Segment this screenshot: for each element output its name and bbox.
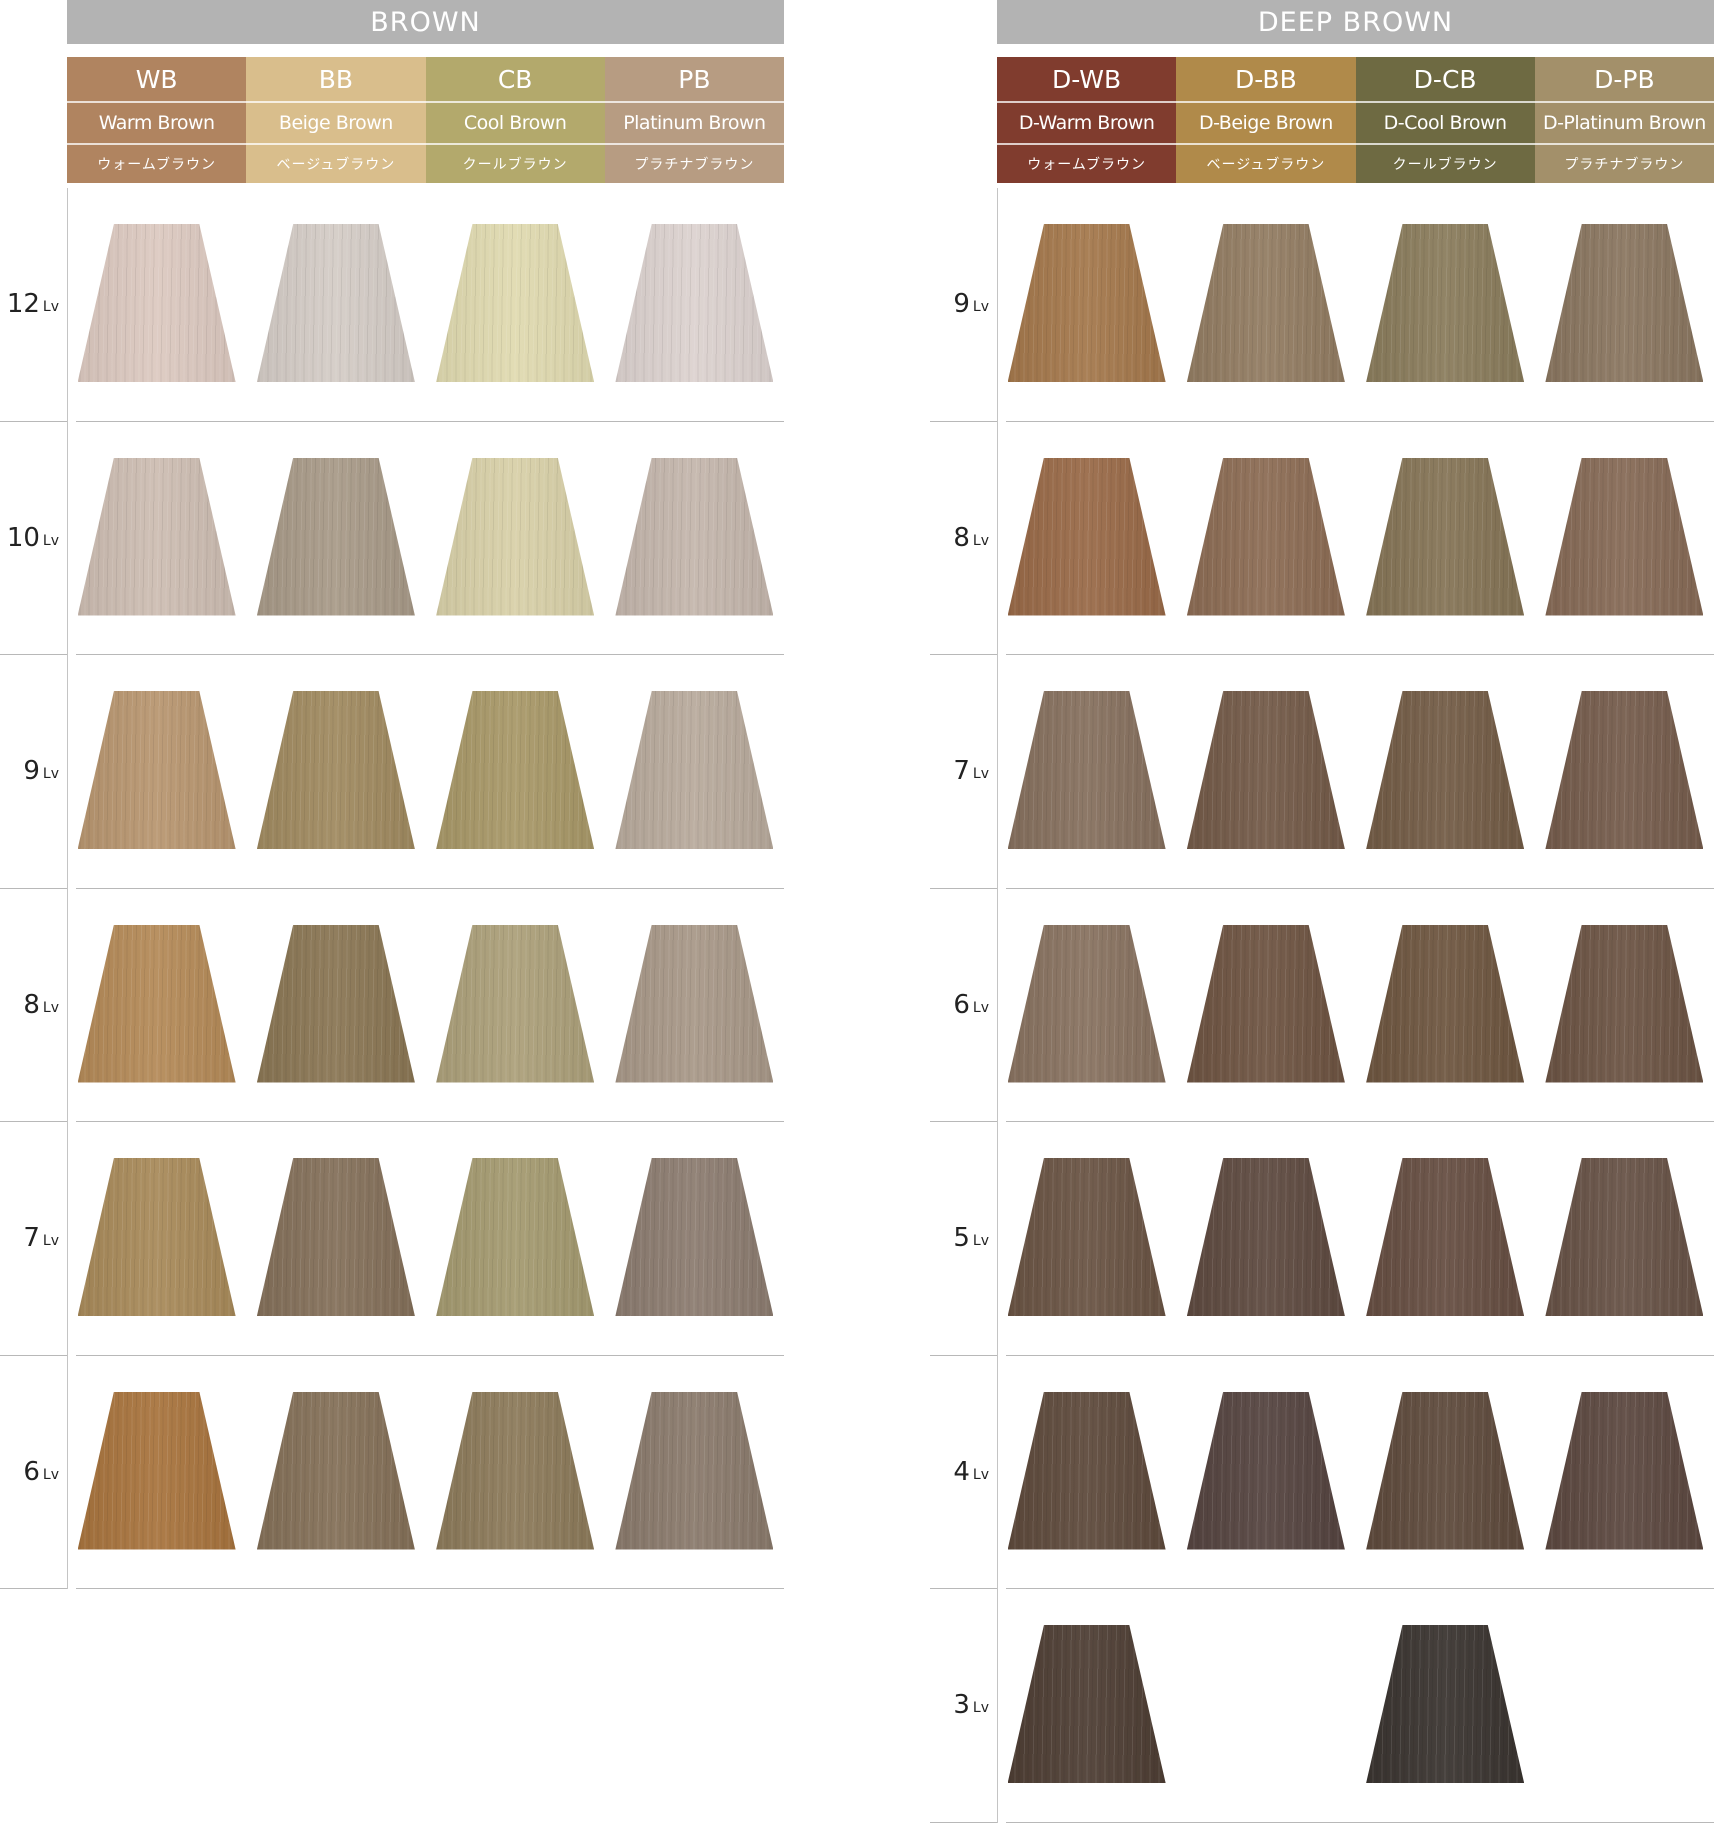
level-number: 9 — [953, 289, 970, 320]
level-unit: Lv — [972, 999, 989, 1016]
column-name-jp: ベージュブラウン — [276, 157, 396, 173]
level-unit: Lv — [42, 999, 59, 1016]
level-number: 8 — [953, 522, 970, 553]
column-code: D-BB — [1176, 57, 1356, 103]
level-label: 12 Lv — [0, 188, 67, 422]
level-unit: Lv — [972, 1700, 989, 1717]
column-name: D-Beige Brown — [1176, 103, 1356, 145]
column-name: D-Cool Brown — [1355, 103, 1535, 145]
level-label: 7 Lv — [0, 1122, 67, 1356]
level-row — [76, 188, 784, 422]
level-row — [1006, 1122, 1714, 1356]
level-number: 3 — [953, 1690, 970, 1721]
column-header: D-WB D-Warm Brown ウォームブラウン — [997, 57, 1177, 183]
level-unit: Lv — [972, 532, 989, 549]
level-number: 7 — [23, 1223, 40, 1254]
column-code: D-CB — [1355, 57, 1535, 103]
column-header: BB Beige Brown ベージュブラウン — [246, 57, 426, 183]
section-title: BROWN — [67, 0, 784, 44]
column-name-jp: プラチナブラウン — [1564, 157, 1685, 173]
column-header: D-PB D-Platinum Brown プラチナブラウン — [1534, 57, 1714, 183]
level-number: 6 — [953, 989, 970, 1020]
level-label: 9 Lv — [930, 188, 997, 422]
column-name: D-Platinum Brown — [1534, 103, 1714, 145]
column-name: Warm Brown — [67, 103, 247, 145]
level-label: 9 Lv — [0, 655, 67, 889]
section-title: DEEP BROWN — [997, 0, 1714, 44]
level-number: 12 — [6, 289, 40, 320]
level-number: 9 — [23, 756, 40, 787]
column-header: WB Warm Brown ウォームブラウン — [67, 57, 247, 183]
level-unit: Lv — [42, 766, 59, 783]
level-row — [76, 1356, 784, 1589]
level-row — [1006, 422, 1714, 655]
divider — [67, 188, 68, 1589]
level-unit: Lv — [42, 1233, 59, 1250]
level-label: 6 Lv — [930, 889, 997, 1122]
column-header: D-BB D-Beige Brown ベージュブラウン — [1176, 57, 1356, 183]
column-code: D-PB — [1534, 57, 1714, 103]
level-number: 5 — [953, 1223, 970, 1254]
level-number: 4 — [953, 1456, 970, 1487]
column-name-jp: クールブラウン — [1392, 157, 1498, 173]
column-name-jp: プラチナブラウン — [634, 157, 755, 173]
column-code: BB — [246, 57, 426, 103]
level-unit: Lv — [972, 299, 989, 316]
level-number: 7 — [953, 756, 970, 787]
column-code: D-WB — [997, 57, 1177, 103]
level-row — [1006, 889, 1714, 1122]
level-label: 3 Lv — [930, 1589, 997, 1823]
level-label: 8 Lv — [0, 889, 67, 1122]
column-name-jp: ウォームブラウン — [1027, 157, 1146, 173]
column-name-jp: クールブラウン — [462, 157, 568, 173]
level-unit: Lv — [42, 532, 59, 549]
column-name: D-Warm Brown — [997, 103, 1177, 145]
level-row — [76, 655, 784, 889]
level-row — [76, 422, 784, 655]
level-unit: Lv — [42, 1466, 59, 1483]
column-name: Beige Brown — [246, 103, 426, 145]
column-name: Platinum Brown — [604, 103, 784, 145]
level-number: 10 — [6, 522, 40, 553]
level-unit: Lv — [972, 1233, 989, 1250]
level-row — [76, 889, 784, 1122]
level-label: 10 Lv — [0, 422, 67, 655]
column-headers: D-WB D-Warm Brown ウォームブラウン D-BB D-Beige Brow… — [997, 57, 1714, 183]
divider — [997, 188, 998, 1823]
level-row — [76, 1122, 784, 1356]
level-unit: Lv — [972, 766, 989, 783]
column-name-jp: ウォームブラウン — [97, 157, 216, 173]
column-code: WB — [67, 57, 247, 103]
column-code: PB — [604, 57, 784, 103]
column-header: D-CB D-Cool Brown クールブラウン — [1355, 57, 1535, 183]
level-number: 8 — [23, 989, 40, 1020]
level-row — [1006, 655, 1714, 889]
level-label: 4 Lv — [930, 1356, 997, 1589]
column-headers: WB Warm Brown ウォームブラウン BB Beige Brown ベージュブラウ… — [67, 57, 784, 183]
level-number: 6 — [23, 1456, 40, 1487]
column-header: CB Cool Brown クールブラウン — [425, 57, 605, 183]
level-label: 5 Lv — [930, 1122, 997, 1356]
level-row — [1006, 188, 1714, 422]
level-row — [1006, 1589, 1714, 1823]
level-label: 6 Lv — [0, 1356, 67, 1589]
column-name-jp: ベージュブラウン — [1206, 157, 1326, 173]
column-name: Cool Brown — [425, 103, 605, 145]
column-code: CB — [425, 57, 605, 103]
level-label: 7 Lv — [930, 655, 997, 889]
level-row — [1006, 1356, 1714, 1589]
level-label: 8 Lv — [930, 422, 997, 655]
level-unit: Lv — [42, 299, 59, 316]
column-header: PB Platinum Brown プラチナブラウン — [604, 57, 784, 183]
level-unit: Lv — [972, 1466, 989, 1483]
